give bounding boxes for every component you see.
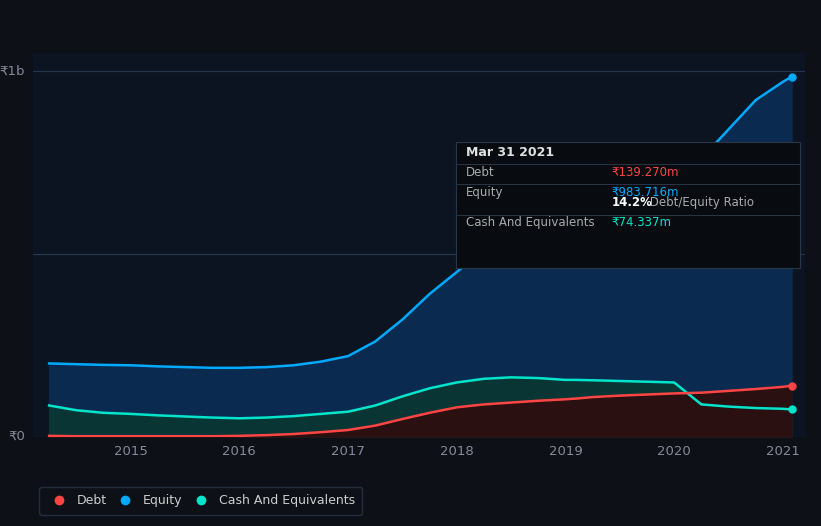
Point (785, 73, 798, 81)
Point (785, 381, 798, 390)
Text: ₹0: ₹0 (8, 430, 25, 443)
Legend: Debt, Equity, Cash And Equivalents: Debt, Equity, Cash And Equivalents (39, 487, 362, 515)
Text: 14.2%: 14.2% (612, 196, 653, 209)
Text: Debt: Debt (466, 166, 495, 179)
Text: Debt/Equity Ratio: Debt/Equity Ratio (646, 196, 754, 209)
Point (785, 405, 798, 413)
Text: Equity: Equity (466, 186, 504, 199)
Text: ₹983.716m: ₹983.716m (612, 186, 679, 199)
Text: Cash And Equivalents: Cash And Equivalents (466, 216, 595, 229)
Text: Mar 31 2021: Mar 31 2021 (466, 146, 554, 159)
Text: ₹139.270m: ₹139.270m (612, 166, 679, 179)
Text: ₹1b: ₹1b (0, 64, 25, 77)
Text: ₹74.337m: ₹74.337m (612, 216, 672, 229)
